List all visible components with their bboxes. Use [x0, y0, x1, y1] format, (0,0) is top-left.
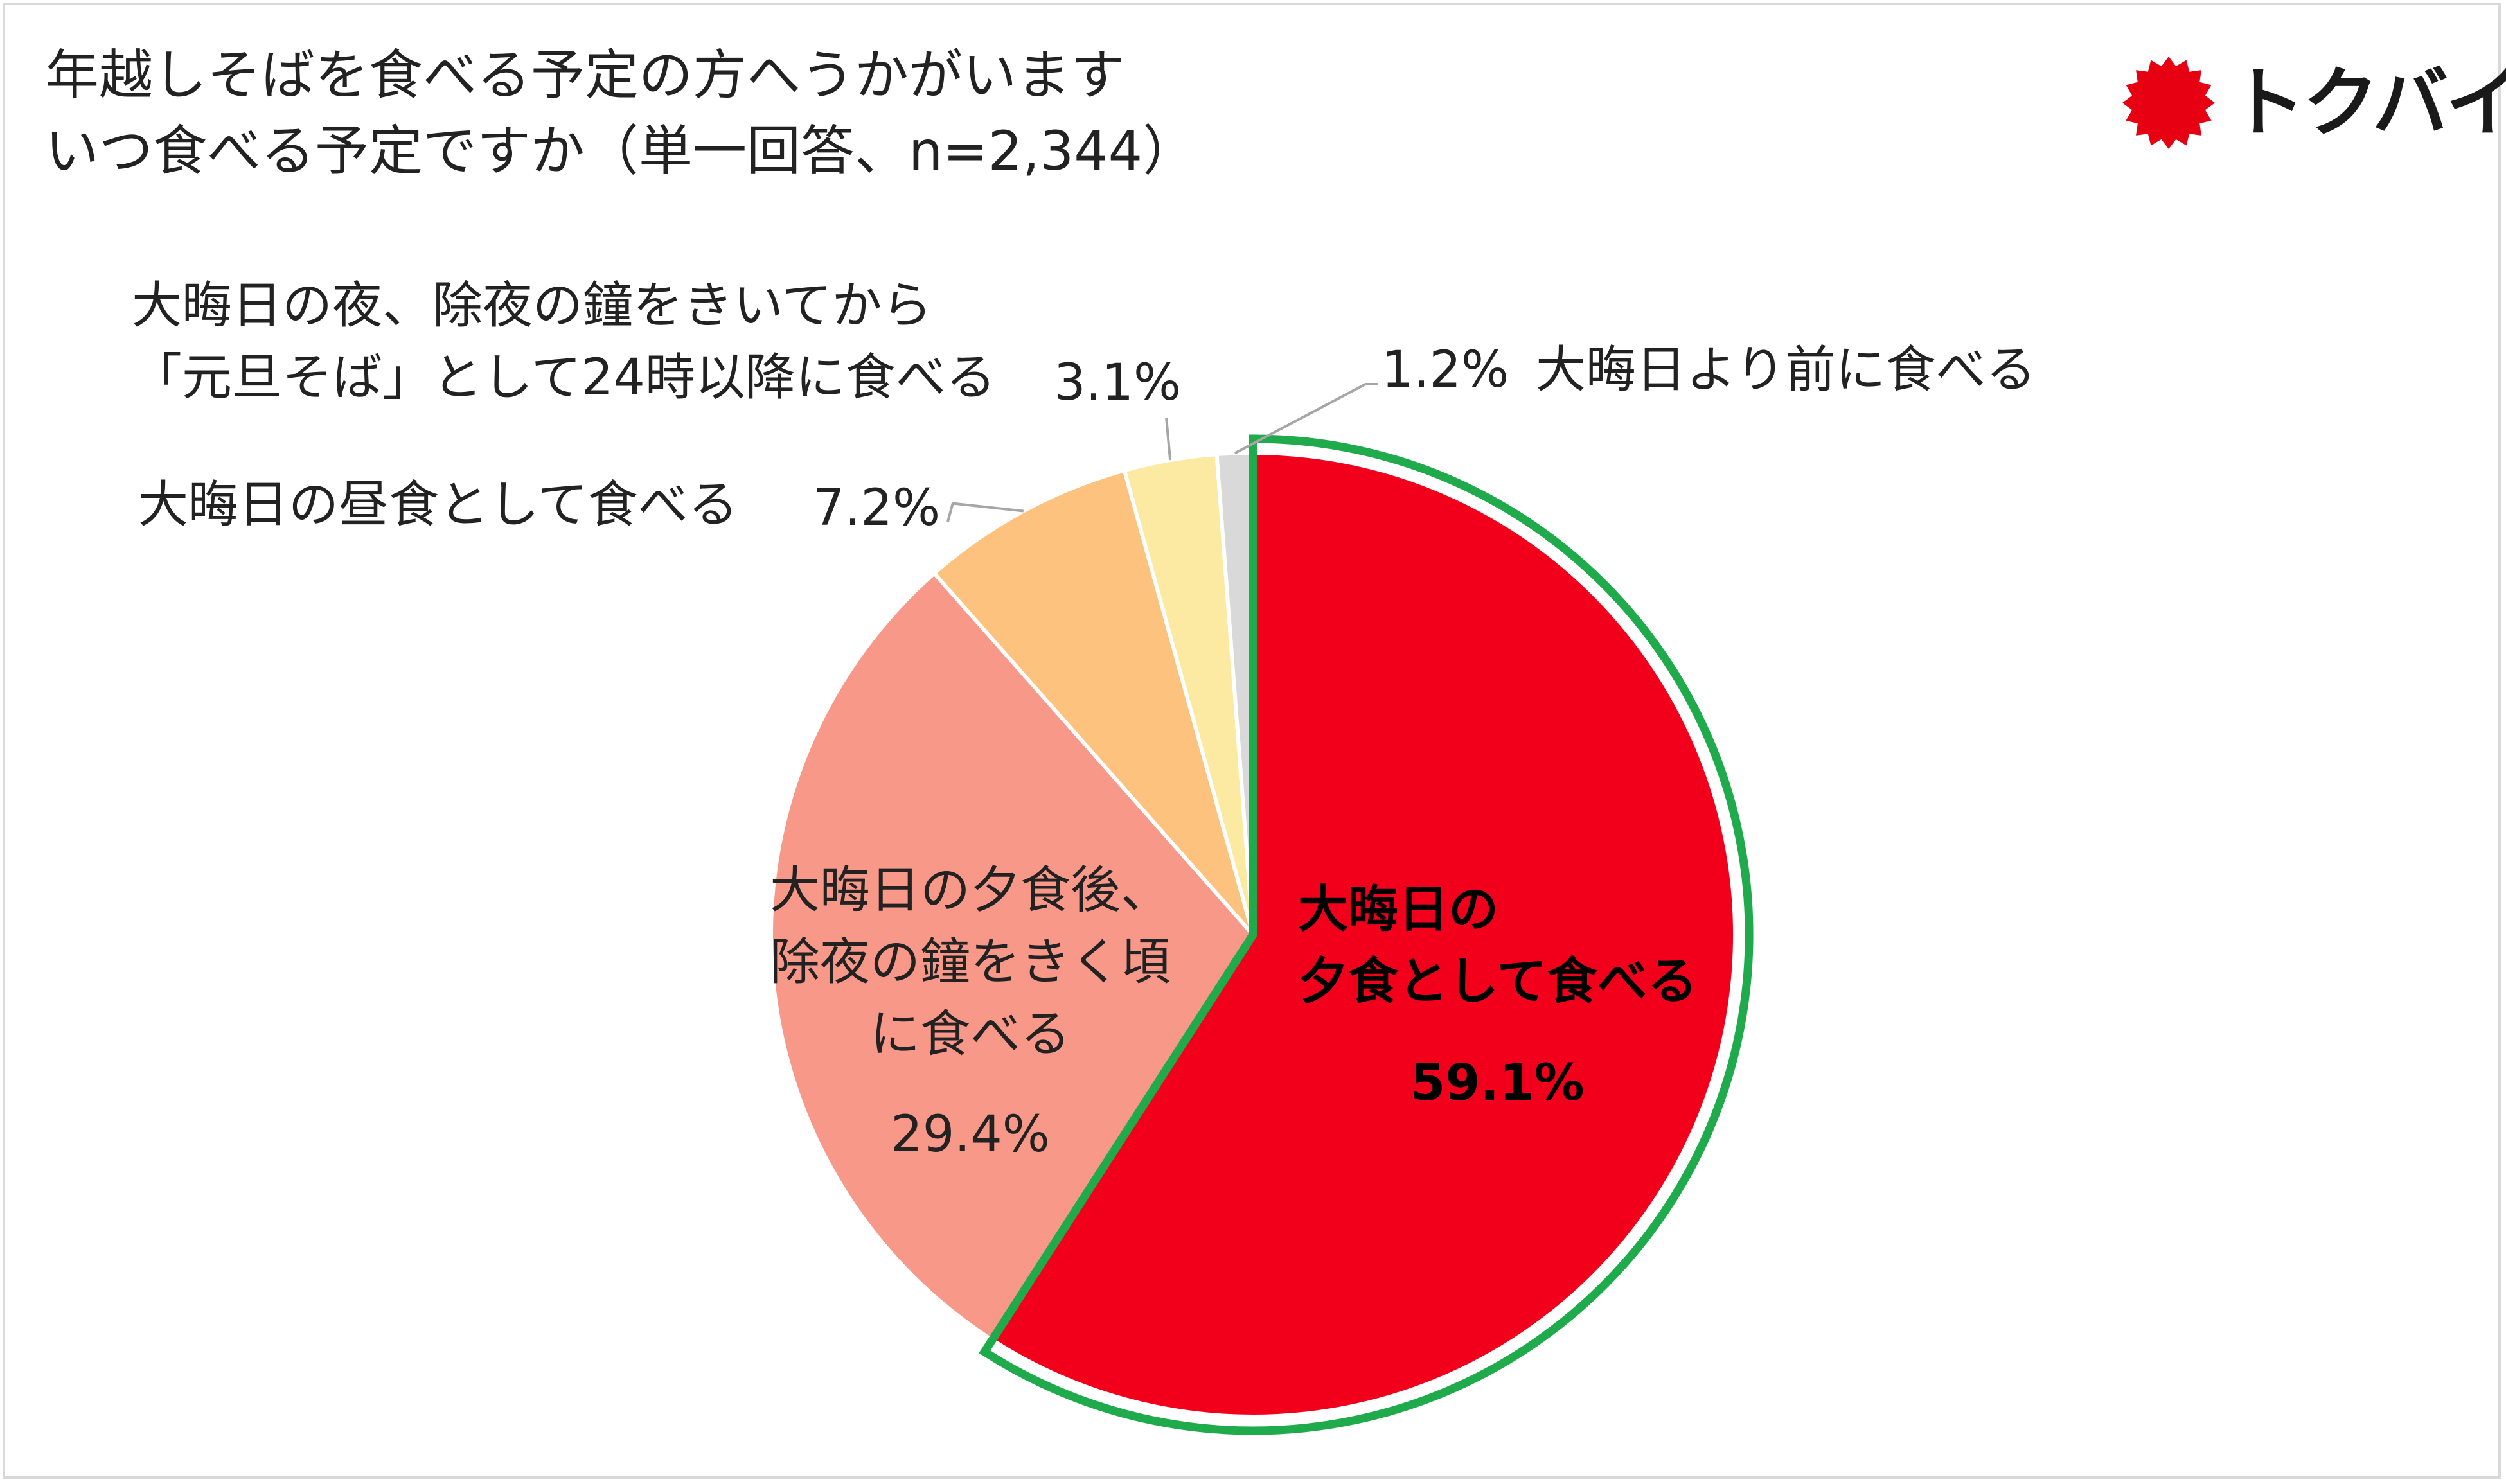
chart-frame	[3, 3, 2501, 1479]
starburst-icon	[2122, 57, 2215, 149]
highlight-outline	[979, 434, 1754, 1435]
pie-slice-2	[931, 468, 1255, 936]
slice-label-3: 大晦日の夜、除夜の鐘をきいてから 「元旦そば」として24時以降に食べる	[132, 270, 996, 414]
slice-label-0-line-1: 夕食として食べる	[1298, 953, 1698, 1011]
slice-label-1-line-1: 除夜の鐘をきく頃	[769, 933, 1171, 991]
slice-label-0-line-0: 大晦日の	[1298, 881, 1499, 939]
slice-label-4: 大晦日より前に食べる	[1536, 341, 2036, 399]
slice-label-1: 大晦日の夕食後、 除夜の鐘をきく頃 に食べる	[739, 854, 1202, 1070]
title-line-1: 年越しそばを食べる予定の方へうかがいます	[45, 44, 1125, 107]
logo-text: トクバイ	[2230, 58, 2506, 147]
slice-label-2: 大晦日の昼食として食べる	[138, 476, 738, 534]
slice-value-3: 3.1%	[1054, 354, 1182, 412]
pie-slice-0	[990, 450, 1737, 1418]
leader-line-4	[1234, 383, 1378, 455]
slice-label-3-line-1: 「元旦そば」として24時以降に食べる	[132, 349, 996, 407]
title-line-2: いつ食べる予定ですか（単一回答、n=2,344）	[45, 119, 1197, 182]
leader-line-3	[1165, 417, 1172, 461]
leader-line-2	[946, 502, 1024, 522]
chart-title: 年越しそばを食べる予定の方へうかがいます いつ食べる予定ですか（単一回答、n=2…	[45, 37, 1196, 189]
slice-value-4: 1.2%	[1382, 341, 1509, 399]
slice-value-1: 29.4%	[891, 1106, 1050, 1163]
slice-label-1-line-2: に食べる	[869, 1005, 1071, 1063]
brand-logo: トクバイ	[2120, 39, 2506, 167]
slice-value-0: 59.1%	[1410, 1054, 1585, 1112]
slice-label-0: 大晦日の 夕食として食べる	[1298, 874, 1698, 1018]
slice-label-3-line-0: 大晦日の夜、除夜の鐘をきいてから	[132, 277, 932, 335]
pie-slice-1	[769, 570, 1256, 1343]
slice-label-1-line-0: 大晦日の夕食後、	[769, 861, 1171, 919]
slice-value-2: 7.2%	[813, 479, 941, 537]
